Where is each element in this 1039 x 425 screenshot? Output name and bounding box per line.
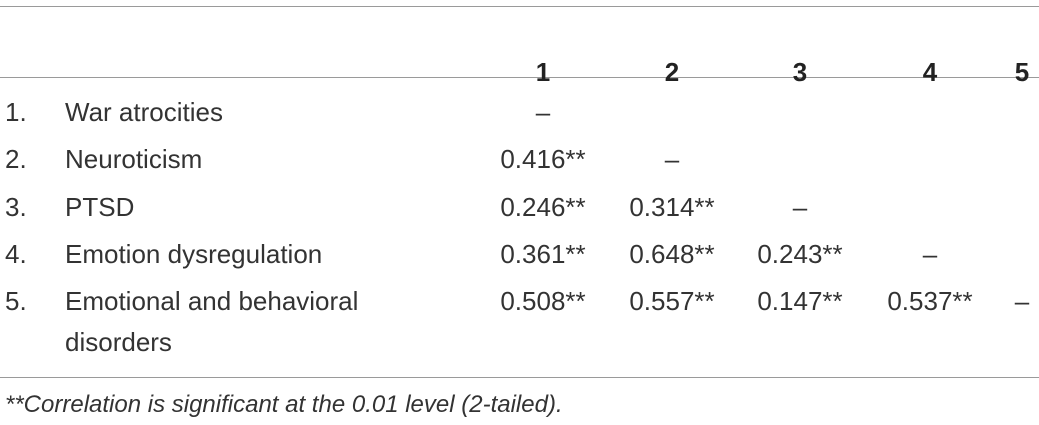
row-number: 2. <box>5 144 27 174</box>
header-rule <box>0 77 1039 78</box>
cell: 0.246** <box>500 192 586 222</box>
cell: – <box>664 144 680 174</box>
cell: 0.243** <box>757 239 843 269</box>
column-header: 4 <box>922 57 938 87</box>
row-label: Emotion dysregulation <box>65 238 323 269</box>
column-header: 2 <box>664 57 680 87</box>
cell: – <box>792 192 808 222</box>
cell: – <box>535 97 551 127</box>
top-rule <box>0 6 1039 7</box>
cell: 0.537** <box>887 286 973 316</box>
row-label: Emotional and behavioral disorders <box>65 285 359 357</box>
column-header: 5 <box>1014 57 1030 87</box>
row-number: 5. <box>5 286 27 316</box>
cell: 0.508** <box>500 286 586 316</box>
row-label: Neuroticism <box>65 143 203 174</box>
cell: – <box>922 239 938 269</box>
cell: 0.147** <box>757 286 843 316</box>
row-label: War atrocities <box>65 96 223 127</box>
cell: 0.416** <box>500 144 586 174</box>
column-header: 1 <box>535 57 551 87</box>
cell: 0.361** <box>500 239 586 269</box>
footnote: **Correlation is significant at the 0.01… <box>5 391 563 418</box>
cell: 0.557** <box>629 286 715 316</box>
cell: 0.314** <box>629 192 715 222</box>
row-number: 3. <box>5 192 27 222</box>
row-number: 4. <box>5 239 27 269</box>
cell: 0.648** <box>629 239 715 269</box>
bottom-rule <box>0 377 1039 378</box>
cell: – <box>1014 286 1030 316</box>
row-label: PTSD <box>65 191 135 222</box>
row-number: 1. <box>5 97 27 127</box>
column-header: 3 <box>792 57 808 87</box>
